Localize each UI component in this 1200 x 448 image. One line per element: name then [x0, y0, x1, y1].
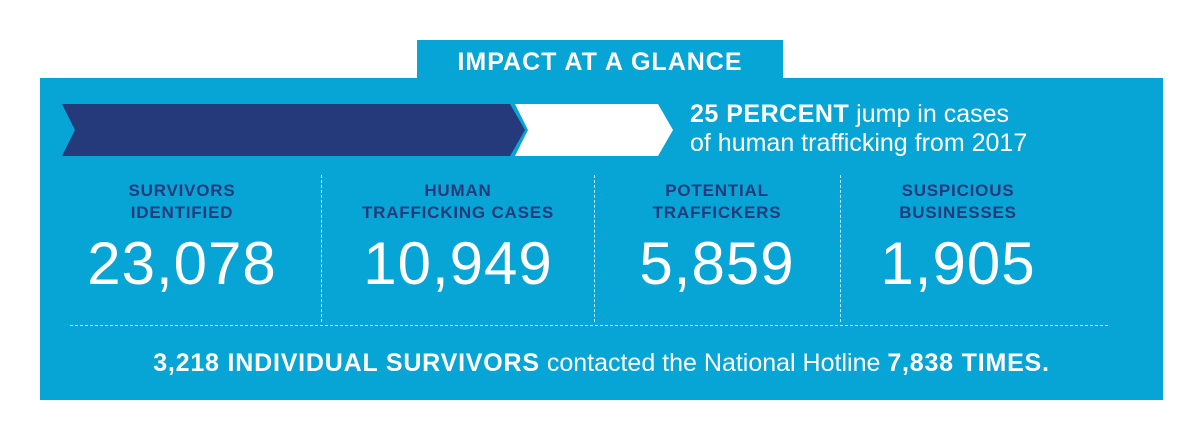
stat: HUMAN TRAFFICKING CASES 10,949: [333, 180, 583, 294]
stat: SURVIVORS IDENTIFIED 23,078: [57, 180, 307, 294]
arrow-remaining: [515, 104, 673, 156]
title: IMPACT AT A GLANCE: [417, 40, 783, 80]
stat: POTENTIAL TRAFFICKERS 5,859: [592, 180, 842, 294]
stat-label: SUSPICIOUS BUSINESSES: [833, 180, 1083, 224]
stat-value: 1,905: [880, 230, 1036, 297]
label-line: HUMAN: [424, 181, 492, 200]
label-line: IDENTIFIED: [130, 203, 234, 222]
label-line: TRAFFICKERS: [652, 203, 782, 222]
stat-label: SURVIVORS IDENTIFIED: [57, 180, 307, 224]
stat-label: POTENTIAL TRAFFICKERS: [592, 180, 842, 224]
highlight-emphasis: 25 PERCENT: [690, 100, 850, 128]
highlight-text: of human trafficking from 2017: [690, 129, 1028, 157]
footer-text: contacted the National Hotline: [546, 349, 881, 377]
separator: [840, 175, 841, 322]
separator: [594, 175, 595, 322]
separator: [321, 175, 322, 322]
stat-value: 10,949: [363, 230, 553, 297]
footer-emphasis: 7,838 TIMES.: [887, 349, 1050, 377]
stat: SUSPICIOUS BUSINESSES 1,905: [833, 180, 1083, 294]
separator: [70, 325, 1108, 326]
label-line: BUSINESSES: [899, 203, 1017, 222]
footer: 3,218 INDIVIDUAL SURVIVORS contacted the…: [40, 345, 1163, 381]
label-line: TRAFFICKING CASES: [361, 203, 555, 222]
label-line: POTENTIAL: [665, 181, 769, 200]
label-line: SURVIVORS: [128, 181, 236, 200]
highlight-text: jump in cases: [856, 100, 1010, 128]
footer-emphasis: 3,218 INDIVIDUAL SURVIVORS: [153, 349, 540, 377]
arrow-filled: [62, 104, 525, 156]
highlight: 25 PERCENT jump in cases of human traffi…: [690, 100, 1027, 158]
stat-value: 5,859: [639, 230, 795, 297]
stat-value: 23,078: [87, 230, 277, 297]
stat-label: HUMAN TRAFFICKING CASES: [333, 180, 583, 224]
label-line: SUSPICIOUS: [901, 181, 1015, 200]
